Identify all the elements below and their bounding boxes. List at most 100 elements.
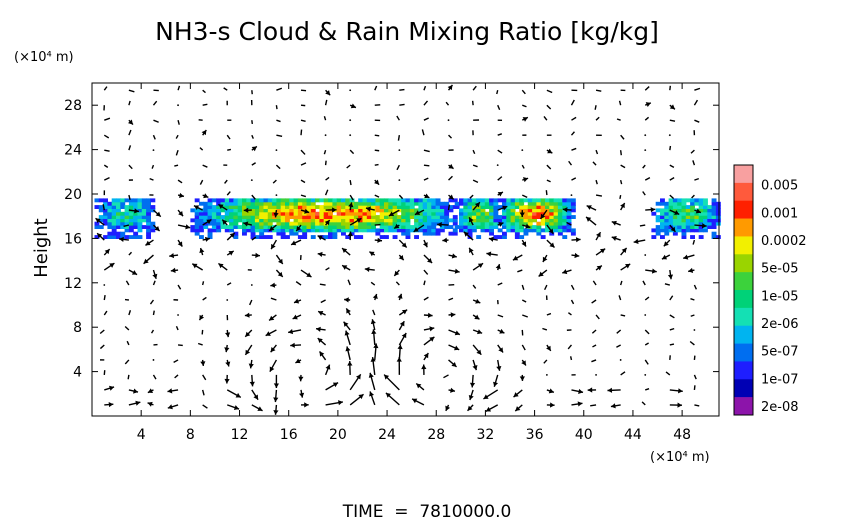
- cloud-cell-1065: [668, 201, 674, 206]
- cloud-cell-416: [310, 221, 316, 226]
- cloud-cell-96: [137, 228, 143, 233]
- wind-vector-8: [103, 284, 106, 286]
- cloud-cell-22: [107, 225, 113, 229]
- cloud-cell-975: [549, 205, 555, 209]
- colorbar-swatch-8: [734, 307, 753, 327]
- cloud-cell-467: [332, 228, 338, 233]
- wind-vector-209: [317, 235, 326, 241]
- cloud-cell-1131: [698, 225, 704, 229]
- cloud-cell-153: [199, 201, 204, 206]
- cloud-cell-682: [422, 231, 428, 236]
- cloud-cell-29: [107, 201, 113, 206]
- cloud-cell-270: [250, 198, 256, 203]
- cloud-cell-88: [133, 218, 139, 223]
- cloud-cell-408: [306, 211, 312, 216]
- wind-vector-95: [202, 296, 207, 301]
- wind-vector-456: [592, 161, 597, 166]
- wind-vector-53: [152, 269, 158, 280]
- wind-vector-field: [95, 84, 707, 415]
- cloud-cell-131: [150, 198, 156, 203]
- cloud-cell-1118: [690, 201, 695, 206]
- cloud-cell-980: [553, 221, 559, 226]
- cloud-cell-289: [259, 211, 265, 216]
- wind-vector-55: [145, 239, 154, 246]
- cloud-cell-844: [493, 211, 499, 216]
- cloud-cell-206: [224, 205, 230, 209]
- cloud-cell-598: [384, 205, 389, 209]
- cloud-cell-464: [328, 198, 333, 203]
- cloud-cell-611: [392, 235, 398, 239]
- wind-vector-337: [472, 298, 481, 304]
- wind-vector-336: [472, 314, 480, 320]
- cloud-cell-446: [323, 218, 329, 223]
- cloud-cell-500: [345, 221, 351, 226]
- cloud-cell-563: [371, 218, 376, 223]
- cloud-cell-1007: [562, 205, 568, 209]
- wind-vector-147: [250, 179, 253, 182]
- cloud-cell-0: [94, 235, 100, 239]
- cloud-cell-177: [211, 215, 217, 219]
- cloud-cell-1141: [703, 225, 708, 229]
- wind-vector-404: [544, 284, 548, 291]
- cloud-cell-35: [111, 218, 117, 223]
- wind-vector-505: [644, 86, 650, 91]
- wind-vector-519: [669, 209, 680, 216]
- cloud-cell-701: [427, 205, 432, 209]
- wind-vector-460: [594, 105, 597, 110]
- cloud-cell-918: [527, 228, 533, 233]
- wind-vector-393: [521, 116, 529, 122]
- cloud-cell-795: [471, 208, 477, 213]
- cloud-cell-501: [345, 218, 351, 223]
- wind-vector-419: [571, 388, 584, 394]
- wind-vector-293: [423, 296, 429, 301]
- cloud-cell-455: [328, 228, 333, 233]
- wind-vector-516: [661, 254, 671, 260]
- cloud-cell-647: [405, 218, 411, 223]
- cloud-cell-734: [444, 225, 450, 229]
- cloud-cell-855: [497, 198, 503, 203]
- wind-vector-42: [128, 100, 131, 106]
- cloud-cell-401: [302, 201, 308, 206]
- cloud-cell-14: [103, 215, 108, 219]
- wind-vector-465: [619, 359, 622, 361]
- cloud-cell-367: [289, 201, 295, 206]
- cloud-cell-853: [497, 215, 503, 219]
- wind-vector-534: [690, 314, 695, 317]
- cloud-cell-588: [379, 201, 385, 206]
- cloud-cell-65: [124, 225, 130, 229]
- wind-vector-263: [374, 85, 378, 91]
- cloud-cell-550: [366, 228, 372, 233]
- cloud-cell-10: [98, 198, 104, 203]
- cloud-cell-451: [323, 201, 329, 206]
- cloud-cell-1031: [655, 228, 661, 233]
- cloud-cell-108: [141, 215, 147, 219]
- cloud-cell-288: [259, 215, 265, 219]
- wind-vector-207: [325, 267, 330, 271]
- wind-vector-89: [201, 389, 205, 396]
- wind-vector-127: [227, 148, 232, 151]
- wind-vector-168: [275, 194, 278, 197]
- cloud-cell-857: [502, 231, 507, 236]
- cloud-cell-1075: [672, 205, 678, 209]
- cloud-cell-797: [471, 201, 477, 206]
- wind-vector-468: [620, 314, 626, 317]
- wind-vector-508: [665, 371, 671, 376]
- cloud-cell-607: [388, 208, 394, 213]
- cloud-cell-958: [545, 225, 550, 229]
- cloud-cell-770: [463, 218, 469, 223]
- cloud-cell-933: [532, 208, 537, 213]
- cloud-cell-94: [133, 198, 139, 203]
- wind-vector-1: [104, 385, 115, 391]
- cloud-cell-775: [463, 201, 469, 206]
- wind-vector-304: [421, 129, 425, 136]
- cloud-cell-772: [463, 211, 469, 216]
- cloud-cell-114: [146, 235, 151, 239]
- cloud-cell-45: [116, 221, 121, 226]
- cloud-cell-691: [422, 201, 428, 206]
- cloud-cell-18: [103, 201, 108, 206]
- cloud-cell-479: [336, 218, 342, 223]
- colorbar-label-0: 0.005: [761, 179, 798, 194]
- wind-vector-222: [347, 361, 353, 375]
- cloud-cell-473: [332, 205, 338, 209]
- cloud-cell-835: [489, 208, 494, 213]
